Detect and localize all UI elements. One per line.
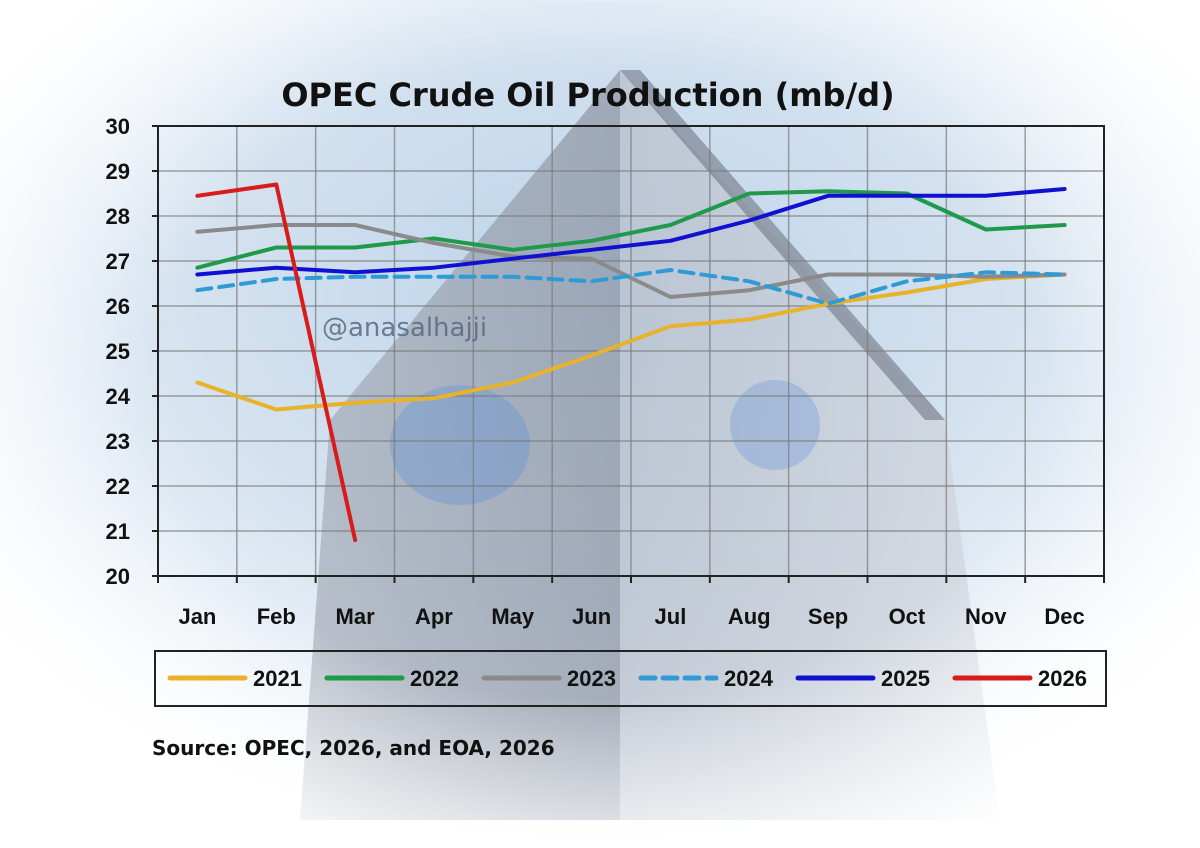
y-tick-label: 29 — [106, 159, 130, 184]
y-tick-label: 27 — [106, 249, 130, 274]
x-tick-label-mar: Mar — [336, 604, 376, 629]
y-tick-label: 22 — [106, 474, 130, 499]
legend — [154, 650, 1107, 707]
series-line-2023 — [195, 223, 1067, 299]
legend-label-2026: 2026 — [1038, 666, 1087, 691]
grid-lines — [158, 126, 1104, 576]
series-line-2026 — [195, 182, 358, 542]
x-tick-label-jan: Jan — [178, 604, 216, 629]
x-tick-label-sep: Sep — [808, 604, 848, 629]
chart-title: OPEC Crude Oil Production (mb/d) — [281, 76, 894, 114]
axis-ticks — [152, 125, 1105, 583]
x-tick-label-may: May — [491, 604, 535, 629]
legend-label-2025: 2025 — [881, 666, 930, 691]
y-tick-label: 26 — [106, 294, 130, 319]
x-tick-label-apr: Apr — [415, 604, 453, 629]
series-line-2022 — [195, 189, 1067, 270]
y-tick-label: 20 — [106, 564, 130, 589]
legend-label-2021: 2021 — [253, 666, 302, 691]
legend-label-2022: 2022 — [410, 666, 459, 691]
legend-label-2023: 2023 — [567, 666, 616, 691]
x-tick-label-jun: Jun — [572, 604, 611, 629]
x-tick-label-oct: Oct — [889, 604, 926, 629]
x-tick-label-jul: Jul — [655, 604, 687, 629]
source-note: Source: OPEC, 2026, and EOA, 2026 — [152, 736, 555, 760]
legend-label-2024: 2024 — [724, 666, 774, 691]
y-axis-tick-labels: 20 21 22 23 24 25 26 27 28 29 30 — [106, 114, 131, 589]
x-tick-label-dec: Dec — [1044, 604, 1084, 629]
y-tick-label: 30 — [106, 114, 130, 139]
series-line-2024 — [195, 268, 1067, 306]
series-line-2021 — [195, 272, 1067, 412]
y-tick-label: 25 — [106, 339, 130, 364]
y-tick-label: 24 — [106, 384, 131, 409]
series-line-2025 — [195, 187, 1067, 277]
x-tick-label-feb: Feb — [257, 604, 296, 629]
series-lines — [195, 182, 1067, 542]
x-tick-label-nov: Nov — [965, 604, 1007, 629]
y-tick-label: 21 — [106, 519, 130, 544]
y-tick-label: 23 — [106, 429, 130, 454]
watermark: @anasalhajji — [322, 313, 487, 343]
y-tick-label: 28 — [106, 204, 130, 229]
legend-entries: 2021 2022 2023 2024 2025 2026 — [167, 666, 1087, 691]
x-tick-label-aug: Aug — [728, 604, 771, 629]
x-axis-tick-labels: Jan Feb Mar Apr May Jun Jul Aug Sep Oct Nov Dec — [178, 604, 1084, 629]
